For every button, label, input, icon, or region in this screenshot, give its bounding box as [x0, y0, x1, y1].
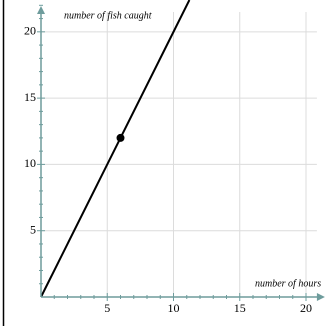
x-tick-label: 10 — [168, 301, 180, 315]
data-line — [40, 0, 191, 298]
x-tick-label: 15 — [234, 301, 246, 315]
x-axis-label: number of hours — [255, 278, 321, 289]
plot — [40, 0, 191, 298]
y-tick-label: 10 — [24, 156, 36, 170]
y-axis-label: number of fish caught — [64, 10, 152, 21]
y-tick-label: 20 — [24, 24, 36, 38]
y-tick-label: 15 — [24, 90, 36, 104]
x-tick-label: 5 — [104, 301, 110, 315]
grid — [41, 12, 317, 297]
y-axis-arrow — [37, 6, 45, 14]
x-tick-label: 20 — [300, 301, 312, 315]
data-point — [116, 133, 125, 142]
y-tick-label: 5 — [30, 222, 36, 236]
x-axis-arrow — [316, 293, 325, 301]
